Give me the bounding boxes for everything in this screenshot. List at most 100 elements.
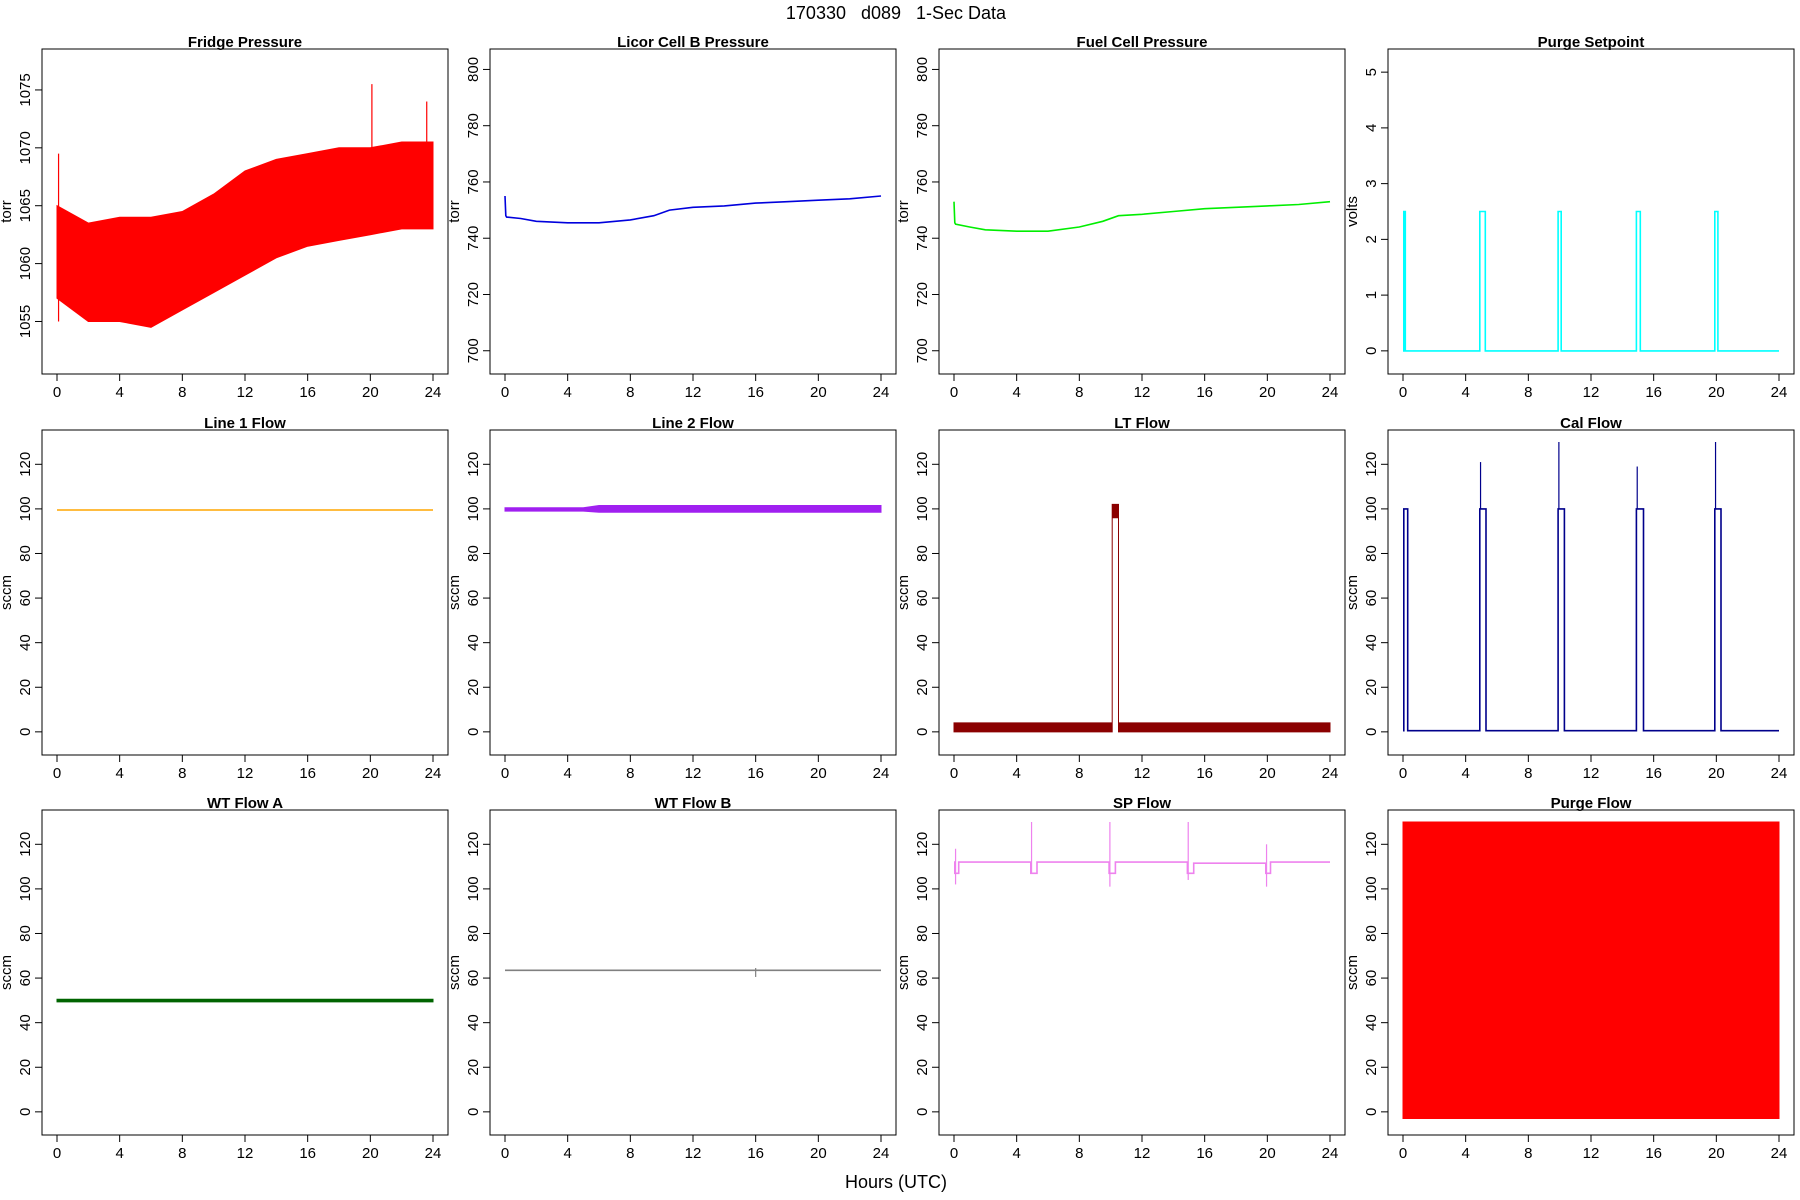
x-tick-label: 0 bbox=[53, 1145, 61, 1162]
y-tick-label: 1055 bbox=[17, 305, 34, 338]
chart-panel: Licor Cell B Pressure 0 4 8 12 16 20 24 700 720 74… bbox=[446, 34, 897, 401]
x-tick-label: 4 bbox=[115, 1145, 123, 1162]
x-tick-label: 20 bbox=[362, 1145, 379, 1162]
plot-area bbox=[56, 84, 434, 328]
y-tick-label: 60 bbox=[914, 970, 931, 987]
y-tick-label: 760 bbox=[465, 169, 482, 194]
y-tick-label: 120 bbox=[1363, 452, 1380, 477]
y-tick-label: 1070 bbox=[17, 131, 34, 164]
plot-frame bbox=[489, 429, 897, 756]
series-line bbox=[504, 195, 882, 224]
y-tick-label: 60 bbox=[17, 970, 34, 987]
x-tick-label: 20 bbox=[1259, 1145, 1276, 1162]
x-tick-label: 12 bbox=[685, 765, 702, 782]
y-tick-label: 80 bbox=[465, 545, 482, 562]
x-tick-label: 0 bbox=[1399, 384, 1407, 401]
y-tick-label: 120 bbox=[1363, 832, 1380, 857]
x-tick-label: 8 bbox=[178, 384, 186, 401]
chart-panel: Purge Flow 0 4 8 12 16 20 24 0 20 40 60 80 100 120 sccm bbox=[1344, 795, 1795, 1162]
x-tick-label: 0 bbox=[501, 765, 509, 782]
y-tick-label: 700 bbox=[914, 338, 931, 363]
x-tick-label: 16 bbox=[1196, 1145, 1213, 1162]
chart-panel: Line 2 Flow 0 4 8 12 16 20 24 0 20 40 60 80 100 120 scc… bbox=[446, 415, 897, 782]
x-tick-label: 0 bbox=[950, 384, 958, 401]
y-tick-label: 1060 bbox=[17, 247, 34, 280]
x-tick-label: 24 bbox=[873, 1145, 890, 1162]
x-tick-label: 20 bbox=[362, 765, 379, 782]
chart-panel: SP Flow 0 4 8 12 16 20 24 0 20 40 60 80 100 120 sccm bbox=[895, 795, 1346, 1162]
x-tick-label: 8 bbox=[178, 765, 186, 782]
series-band bbox=[1402, 821, 1780, 1119]
chart-panel: WT Flow A 0 4 8 12 16 20 24 0 20 40 60 80 100 120 sccm bbox=[0, 795, 449, 1162]
panel-title: WT Flow B bbox=[655, 795, 732, 812]
x-tick-label: 0 bbox=[53, 765, 61, 782]
x-tick-label: 20 bbox=[810, 765, 827, 782]
x-tick-label: 24 bbox=[425, 1145, 442, 1162]
y-tick-label: 0 bbox=[914, 728, 931, 736]
series-band bbox=[56, 998, 434, 1003]
x-tick-label: 12 bbox=[237, 765, 254, 782]
x-tick-label: 4 bbox=[1461, 1145, 1469, 1162]
panel-title: Purge Setpoint bbox=[1538, 34, 1645, 51]
panel-title: Licor Cell B Pressure bbox=[617, 34, 769, 51]
y-axis-label: sccm bbox=[0, 575, 15, 610]
y-tick-label: 120 bbox=[465, 832, 482, 857]
y-tick-label: 40 bbox=[465, 634, 482, 651]
x-tick-label: 8 bbox=[1524, 384, 1532, 401]
y-axis-label: sccm bbox=[1344, 575, 1361, 610]
chart-panel: WT Flow B 0 4 8 12 16 20 24 0 20 40 60 80 100 120 sccm bbox=[446, 795, 897, 1162]
x-tick-label: 12 bbox=[237, 384, 254, 401]
series-band bbox=[56, 141, 434, 328]
x-tick-label: 0 bbox=[1399, 765, 1407, 782]
series-line bbox=[953, 200, 1331, 232]
plot-area bbox=[505, 968, 881, 977]
x-tick-label: 8 bbox=[1524, 1145, 1532, 1162]
x-tick-label: 8 bbox=[1075, 1145, 1083, 1162]
y-tick-label: 720 bbox=[465, 282, 482, 307]
plot-frame bbox=[489, 48, 897, 375]
y-tick-label: 760 bbox=[914, 169, 931, 194]
x-tick-label: 4 bbox=[1012, 384, 1020, 401]
y-tick-label: 120 bbox=[17, 832, 34, 857]
x-tick-label: 8 bbox=[178, 1145, 186, 1162]
plot-frame bbox=[41, 429, 449, 756]
y-tick-label: 780 bbox=[914, 113, 931, 138]
panel-title: Fuel Cell Pressure bbox=[1077, 34, 1208, 51]
x-tick-label: 8 bbox=[626, 1145, 634, 1162]
x-tick-label: 16 bbox=[747, 1145, 764, 1162]
y-tick-label: 700 bbox=[465, 338, 482, 363]
x-tick-label: 16 bbox=[1645, 1145, 1662, 1162]
chart-panel: Line 1 Flow 0 4 8 12 16 20 24 0 20 40 60 80 100 120 scc… bbox=[0, 415, 449, 782]
y-tick-label: 20 bbox=[465, 679, 482, 696]
plot-frame bbox=[41, 809, 449, 1136]
y-tick-label: 0 bbox=[465, 1108, 482, 1116]
y-tick-label: 5 bbox=[1363, 68, 1380, 76]
y-tick-label: 80 bbox=[914, 925, 931, 942]
y-tick-label: 1 bbox=[1363, 291, 1380, 299]
x-tick-label: 4 bbox=[1461, 384, 1469, 401]
plot-frame bbox=[489, 809, 897, 1136]
plot-frame bbox=[938, 809, 1346, 1136]
x-tick-label: 24 bbox=[1771, 1145, 1788, 1162]
panel-title: Line 2 Flow bbox=[652, 415, 734, 432]
y-tick-label: 100 bbox=[1363, 876, 1380, 901]
y-tick-label: 80 bbox=[17, 545, 34, 562]
y-tick-label: 4 bbox=[1363, 124, 1380, 132]
y-tick-label: 60 bbox=[914, 590, 931, 607]
plot-area bbox=[504, 505, 882, 513]
x-tick-label: 4 bbox=[1461, 765, 1469, 782]
y-axis-label: torr bbox=[895, 200, 912, 223]
y-tick-label: 20 bbox=[914, 679, 931, 696]
x-tick-label: 0 bbox=[950, 765, 958, 782]
y-axis-label: sccm bbox=[895, 575, 912, 610]
plot-area bbox=[954, 822, 1330, 887]
plot-area bbox=[1402, 821, 1780, 1119]
plot-frame bbox=[1387, 429, 1795, 756]
x-tick-label: 20 bbox=[1259, 384, 1276, 401]
x-tick-label: 12 bbox=[1134, 765, 1151, 782]
figure-xlabel: Hours (UTC) bbox=[845, 1172, 947, 1192]
y-tick-label: 20 bbox=[465, 1059, 482, 1076]
series-band bbox=[504, 505, 882, 513]
y-tick-label: 740 bbox=[914, 226, 931, 251]
